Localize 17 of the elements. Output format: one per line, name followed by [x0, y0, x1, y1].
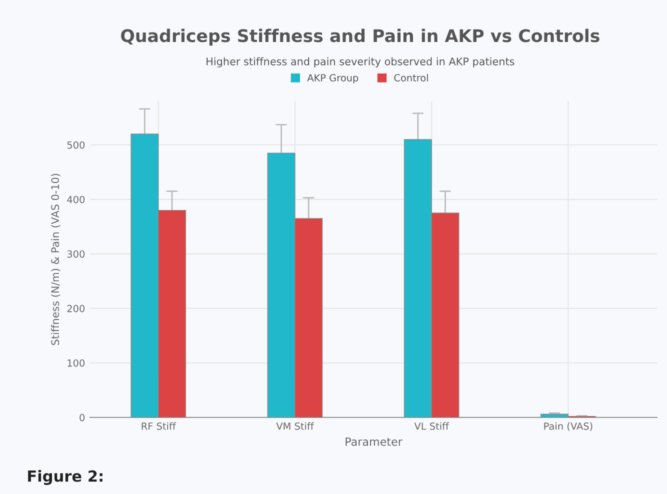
y-tick-label: 200: [67, 304, 85, 312]
caption: Figure 2:: [28, 470, 102, 485]
x-tick-label: Pain (VAS): [544, 422, 592, 431]
y-tick-label: 100: [68, 359, 85, 367]
y-tick-label: 300: [67, 250, 85, 258]
y-tick-label: 400: [67, 196, 85, 204]
y-tick-label: 0: [80, 414, 85, 422]
x-tick-label: RF Stiff: [142, 422, 176, 430]
chart-subtitle: Higher stiffness and pain severity observed in AKP patients: [206, 57, 514, 68]
x-axis-title: Parameter: [346, 438, 402, 446]
legend-label: AKP Group: [307, 74, 358, 84]
y-tick-label: 500: [67, 141, 85, 149]
x-tick-label: VL Stiff: [414, 422, 450, 430]
chart-title: Quadriceps Stiffness and Pain in AKP vs Controls: [121, 28, 600, 46]
legend-label: Control: [394, 74, 428, 82]
x-tick-label: VM Stiff: [276, 422, 314, 430]
y-axis-title: Stiffness (N/m) & Pain (VAS 0-10): [50, 174, 60, 346]
